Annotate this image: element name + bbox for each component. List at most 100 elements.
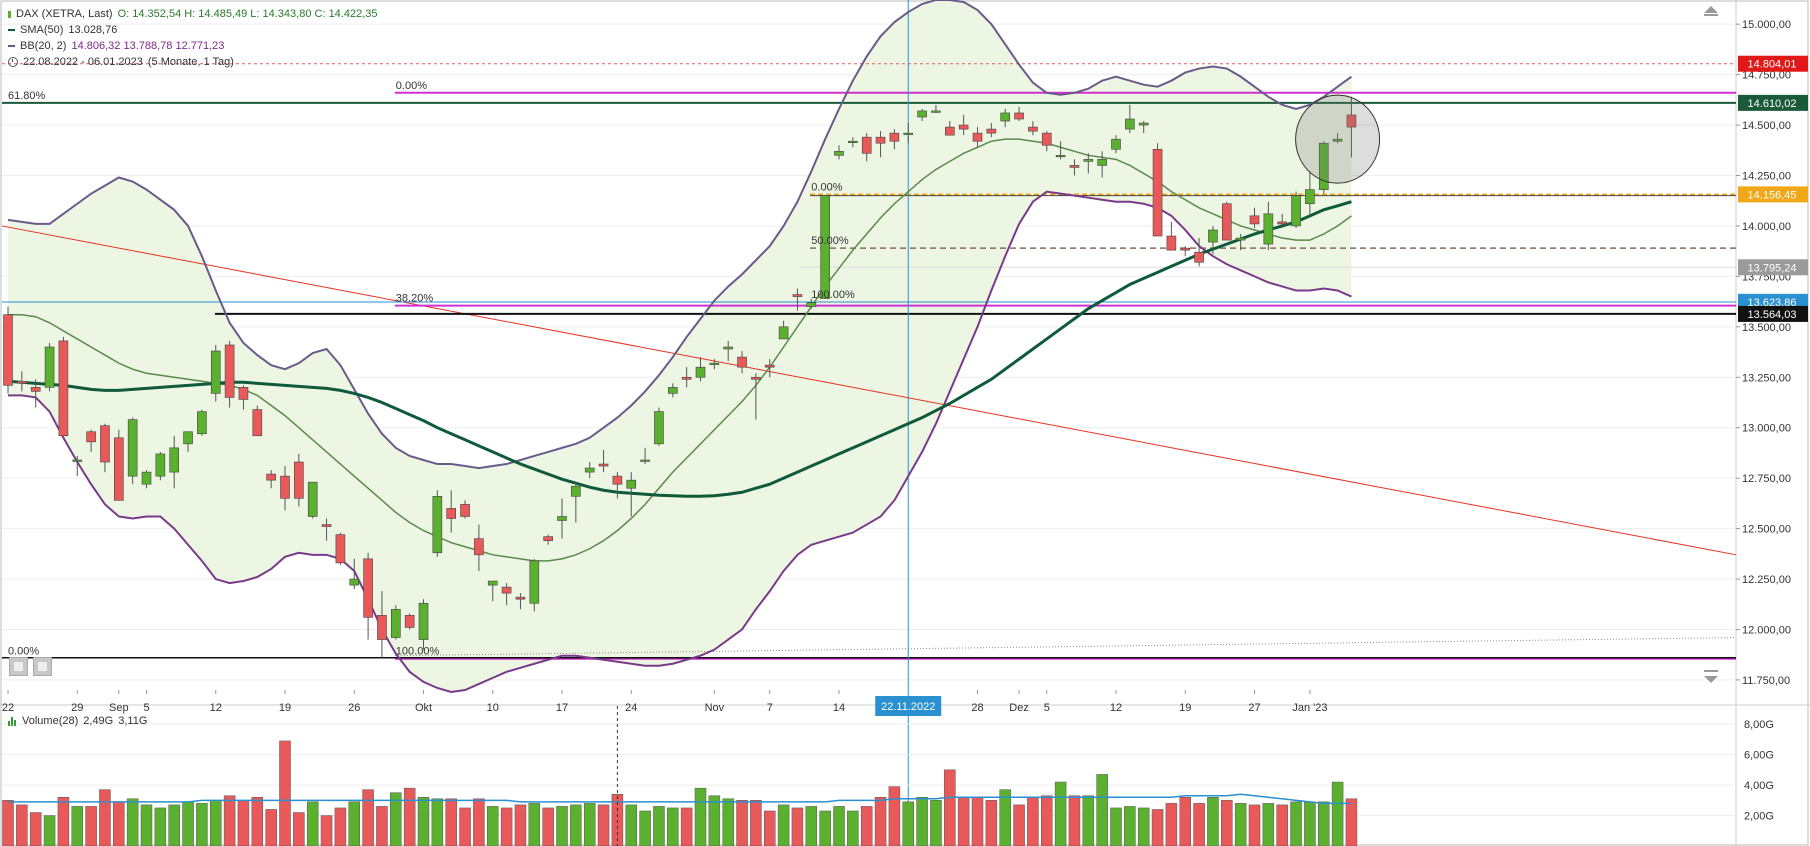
volume-bar	[29, 812, 42, 846]
y-tick-label: 13.250,00	[1742, 372, 1791, 384]
volume-bar	[99, 789, 111, 846]
x-tick-label: 7	[767, 702, 773, 714]
volume-bar	[819, 810, 831, 846]
scroll-down-icon[interactable]	[1704, 676, 1718, 683]
candles	[3, 96, 1357, 658]
volume-bar	[583, 803, 596, 846]
volume-bar	[1193, 803, 1205, 846]
y-tick-label: 14.000,00	[1742, 221, 1791, 233]
candle-body	[155, 453, 166, 477]
price-badge-text: 13.564,03	[1748, 309, 1797, 321]
candle-body	[958, 124, 969, 130]
x-tick-label: 19	[1179, 702, 1191, 714]
trend-line	[1, 225, 1737, 556]
volume-bar	[625, 804, 637, 846]
fib-label: 50.00%	[811, 235, 849, 247]
candle-body	[460, 504, 470, 517]
x-tick-label: 28	[971, 702, 983, 714]
crosshair-date-text: 22.11.2022	[881, 701, 935, 713]
volume-bar	[902, 801, 914, 846]
candle-body	[44, 346, 55, 388]
x-tick-label: 19	[279, 702, 291, 714]
candle-body	[432, 496, 443, 554]
candle-body	[1235, 237, 1246, 241]
volume-bar	[1290, 801, 1302, 846]
y-tick-label: 13.500,00	[1742, 322, 1791, 334]
volume-bar	[528, 803, 541, 846]
x-tick-label: 27	[1248, 702, 1260, 714]
volume-bar	[971, 797, 984, 846]
candle-body	[141, 471, 152, 485]
y-tick-label: 15.000,00	[1742, 19, 1791, 31]
x-tick-label: Dez	[1009, 702, 1029, 714]
legend-sma-label: SMA(50)	[20, 24, 64, 36]
clock-icon	[8, 57, 18, 67]
candle-body	[806, 302, 817, 307]
legend-bb-values: 14.806,32 13.788,78 12.771,23	[71, 40, 225, 52]
candle-body	[681, 376, 692, 380]
candle-body	[515, 596, 526, 600]
bollinger-upper	[7, 0, 1353, 470]
volume-bar	[487, 806, 499, 846]
candle-body	[1125, 118, 1135, 130]
volume-bar	[777, 804, 790, 846]
sma-line-icon	[8, 29, 15, 31]
candle-body	[280, 475, 290, 499]
candle-body	[1014, 112, 1024, 120]
volume-bar	[57, 797, 70, 846]
candle-body	[1000, 112, 1011, 122]
candle-body	[17, 380, 27, 384]
volume-bar	[16, 804, 28, 846]
candle-body	[834, 150, 844, 156]
crosshair-date-badge	[875, 696, 942, 716]
legend-bb-label: BB(20, 2)	[20, 40, 67, 52]
candle-body	[820, 195, 830, 299]
candle-body	[1318, 142, 1329, 190]
lock-tool-button[interactable]	[9, 657, 28, 676]
layers-tool-button[interactable]	[33, 657, 52, 676]
x-tick-label: 12	[210, 702, 222, 714]
volume-tick-label: 2,00G	[1744, 811, 1774, 823]
volume-bar	[182, 801, 194, 846]
candle-body	[1263, 213, 1274, 245]
candle-body	[100, 425, 110, 463]
candle-body	[30, 387, 41, 392]
volume-bar	[459, 807, 471, 846]
fib-label: 0.00%	[811, 181, 842, 193]
volume-bar	[431, 798, 444, 846]
candle-body	[307, 481, 318, 517]
volume-bar	[362, 789, 374, 846]
scroll-up-icon[interactable]	[1704, 6, 1718, 13]
legend-ohlc: O: 14.352,54 H: 14.485,49 L: 14.343,80 C…	[117, 8, 378, 20]
volume-bar	[251, 797, 264, 846]
volume-bar	[279, 740, 291, 846]
candle-body	[1277, 221, 1287, 225]
x-tick-label: Okt	[415, 702, 432, 714]
volume-bar	[694, 787, 707, 846]
volume-bar	[306, 801, 319, 846]
price-badge	[1738, 305, 1808, 322]
candle-body	[210, 350, 221, 394]
candle-body	[418, 602, 429, 640]
price-badge-text: 14.610,02	[1748, 98, 1797, 110]
volume-bar	[473, 798, 485, 846]
x-tick-label: Jan '23	[1292, 702, 1327, 714]
fib-label: 61.80%	[8, 90, 46, 102]
candle-body	[848, 140, 858, 143]
candle-body	[1138, 122, 1149, 126]
volume-bar	[1082, 795, 1095, 846]
candle-body	[446, 508, 457, 519]
volume-bar	[85, 806, 97, 846]
volume-bar	[334, 807, 347, 846]
volume-bar	[1068, 795, 1081, 846]
candle-body	[1055, 155, 1066, 158]
candle-body	[598, 463, 609, 467]
volume-icon	[8, 716, 17, 726]
candle-body	[571, 485, 581, 497]
price-badge	[1738, 259, 1808, 276]
candle-body	[889, 132, 900, 142]
x-tick-label: 5	[1044, 702, 1050, 714]
volume-bar	[1027, 797, 1039, 846]
price-badge	[1738, 186, 1808, 203]
